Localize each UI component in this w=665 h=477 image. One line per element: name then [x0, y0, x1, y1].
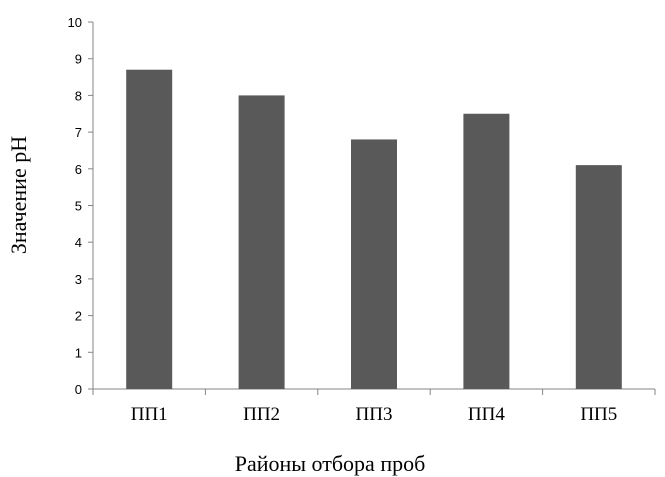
x-axis-title: Районы отбора проб	[235, 451, 426, 476]
y-tick-label: 10	[68, 15, 82, 30]
y-tick-label: 0	[75, 382, 82, 397]
y-tick-label: 6	[75, 162, 82, 177]
x-tick-label: ПП4	[468, 404, 505, 425]
bar-1	[126, 69, 173, 390]
y-axis-title: Значение pH	[6, 136, 31, 254]
y-tick-label: 5	[75, 199, 82, 214]
bar-5	[575, 165, 622, 389]
y-tick-label: 3	[75, 272, 82, 287]
y-tick-label: 9	[75, 52, 82, 67]
bars	[126, 69, 622, 390]
y-tick-label: 1	[75, 345, 82, 360]
y-tick-label: 8	[75, 88, 82, 103]
x-tick-label: ПП2	[243, 404, 280, 425]
x-axis: ПП1 ПП2 ПП3 ПП4 ПП5	[92, 388, 656, 425]
bar-2	[238, 95, 285, 390]
y-tick-label: 4	[75, 235, 82, 250]
x-tick-label: ПП3	[356, 404, 393, 425]
y-axis: 0 1 2 3 4 5 6 7 8 9 10	[68, 15, 94, 397]
x-tick-label: ПП1	[131, 404, 168, 425]
bar-4	[463, 113, 510, 389]
x-tick-label: ПП5	[580, 404, 617, 425]
y-tick-label: 7	[75, 125, 82, 140]
bar-3	[351, 139, 397, 389]
y-tick-label: 2	[75, 309, 82, 324]
